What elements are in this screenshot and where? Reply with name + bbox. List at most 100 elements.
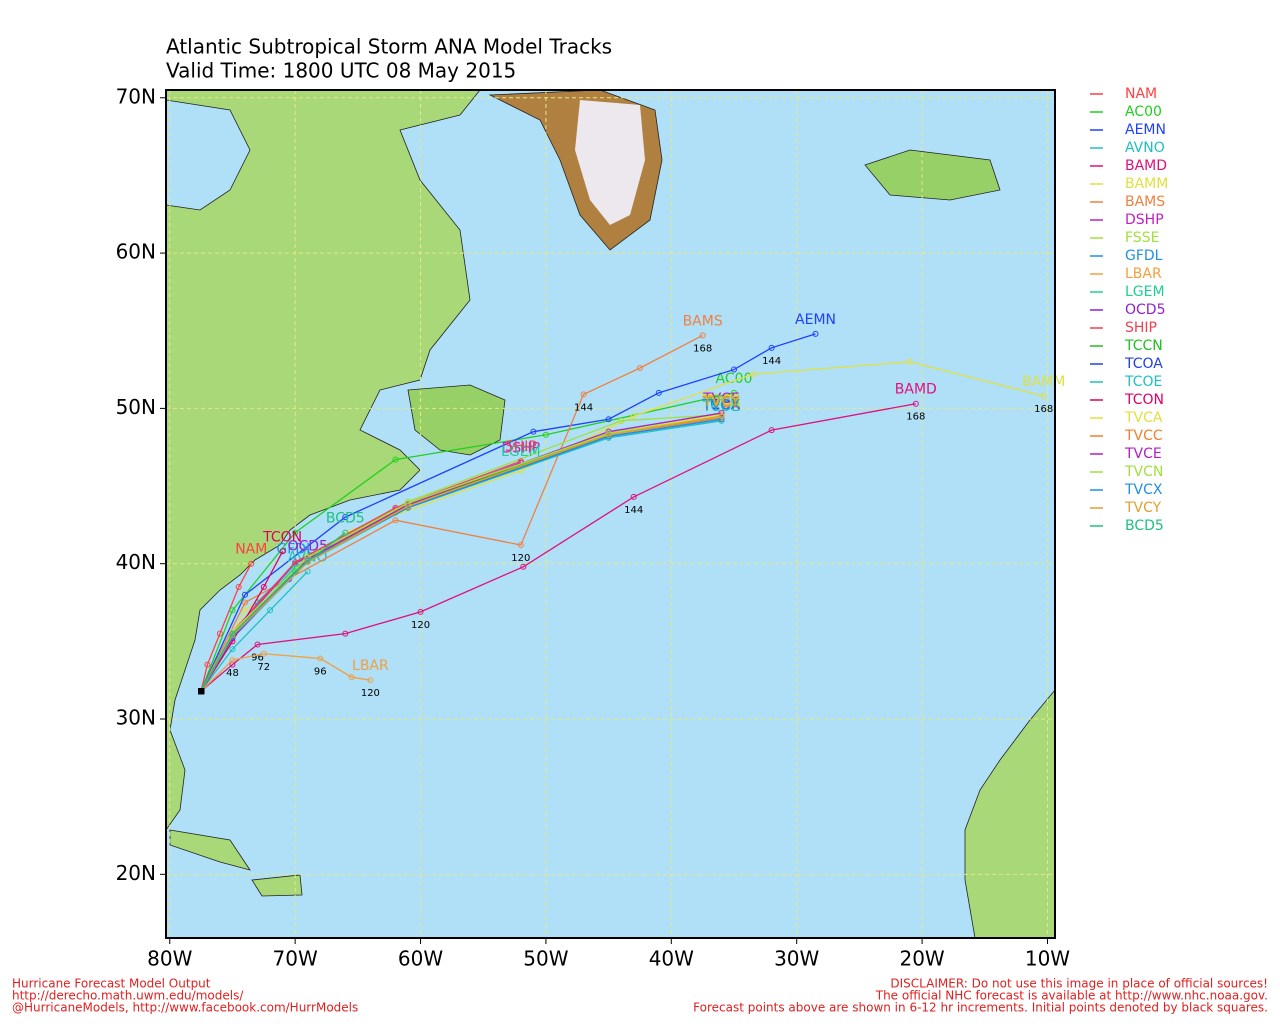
forecast-point — [229, 607, 236, 614]
forecast-point — [292, 529, 299, 536]
forecast-point — [1040, 392, 1047, 399]
track-line — [200, 334, 703, 692]
forecast-point — [241, 607, 248, 614]
track-line — [200, 563, 252, 692]
hour-label: 96 — [251, 652, 264, 663]
track-name: BAMD — [895, 382, 937, 398]
forecast-point — [254, 641, 261, 648]
forecast-point — [630, 413, 637, 420]
legend: NAM AC00 AEMN AVNO BAMD BAMM BAMS DSHP FSSE GFDL L… — [1090, 86, 1168, 534]
track-name: BAMS — [683, 313, 723, 329]
hour-label: 168 — [906, 412, 925, 423]
x-tick-label: 20W — [899, 947, 944, 971]
legend-label: DSHP — [1125, 212, 1164, 228]
forecast-point — [248, 560, 255, 567]
footer-right: The official NHC forecast is available a… — [875, 989, 1268, 1003]
track-name: BCD5 — [326, 511, 365, 527]
track-name: TVCE — [702, 391, 740, 407]
legend-label: TCCN — [1124, 338, 1163, 354]
forecast-point — [618, 417, 625, 424]
forecast-point — [912, 400, 919, 407]
track-name: DSHP — [502, 441, 541, 457]
x-tick-label: 60W — [398, 947, 443, 971]
legend-label: SHIP — [1125, 320, 1157, 336]
forecast-point — [655, 389, 662, 396]
hour-label: 168 — [1034, 404, 1053, 415]
x-tick-label: 70W — [273, 947, 318, 971]
legend-label: FSSE — [1125, 230, 1159, 246]
forecast-point — [260, 583, 267, 590]
legend-label: OCD5 — [1125, 302, 1165, 318]
forecast-point — [906, 358, 913, 365]
hour-label: 120 — [411, 620, 430, 631]
forecast-point — [768, 427, 775, 434]
legend-label: AEMN — [1125, 122, 1166, 138]
hour-label: 72 — [257, 662, 270, 673]
track-name: TVCX — [702, 397, 741, 413]
forecast-point — [580, 391, 587, 398]
track-name: NAM — [235, 542, 267, 558]
forecast-point — [417, 608, 424, 615]
footer-left: Hurricane Forecast Model Output — [12, 977, 211, 991]
legend-label: TCOE — [1124, 374, 1162, 390]
forecast-point — [229, 630, 236, 637]
forecast-point — [241, 599, 248, 606]
forecast-point — [279, 548, 286, 555]
forecast-point — [718, 413, 725, 420]
legend-label: AVNO — [1125, 140, 1165, 156]
legend-label: TVCN — [1124, 464, 1163, 480]
forecast-point — [605, 416, 612, 423]
forecast-point — [367, 677, 374, 684]
legend-label: BAMM — [1125, 176, 1168, 192]
plot-frame — [165, 89, 1056, 939]
legend-label: TCON — [1124, 392, 1164, 408]
forecast-point — [292, 568, 299, 575]
y-tick-label: 50N — [116, 395, 156, 419]
track-name: TVCN — [701, 394, 740, 410]
y-tick-label: 40N — [116, 550, 156, 574]
y-tick-label: 60N — [116, 240, 156, 264]
footer-left: @HurricaneModels, http://www.facebook.co… — [12, 1001, 358, 1015]
track-line — [200, 532, 346, 692]
plot: NAMAC00144AEMNAVNO96120144168BAMD168BAMM… — [165, 89, 1065, 939]
forecast-point — [812, 330, 819, 337]
legend-label: TVCE — [1124, 446, 1162, 462]
hour-label: 168 — [693, 343, 712, 354]
x-tick-label: 80W — [147, 947, 192, 971]
track-line — [200, 333, 816, 692]
y-tick-label: 20N — [116, 861, 156, 885]
forecast-point — [317, 655, 324, 662]
footer-right: DISCLAIMER: Do not use this image in pla… — [890, 977, 1268, 991]
forecast-point — [304, 559, 311, 566]
legend-label: TVCA — [1124, 410, 1163, 426]
forecast-point — [636, 365, 643, 372]
track-name: AEMN — [795, 312, 836, 328]
forecast-point — [392, 456, 399, 463]
track-name: TVCA — [702, 393, 741, 409]
x-tick-label: 10W — [1025, 947, 1070, 971]
x-tick-label: 50W — [523, 947, 568, 971]
track-name: LBAR — [352, 658, 389, 674]
hour-label: 144 — [762, 356, 781, 367]
legend-label: TVCX — [1124, 482, 1163, 498]
newfoundland — [407, 384, 506, 456]
track-name: TCCN — [702, 394, 741, 410]
legend-label: TVCY — [1124, 500, 1162, 516]
chart-title: Atlantic Subtropical Storm ANA Model Tra… — [166, 35, 612, 59]
iceland — [864, 149, 1001, 201]
forecast-point — [235, 583, 242, 590]
forecast-point — [404, 503, 411, 510]
forecast-point — [229, 646, 236, 653]
forecast-point — [768, 344, 775, 351]
track-name: TVCC — [702, 396, 741, 412]
forecast-point — [342, 630, 349, 637]
forecast-point — [392, 517, 399, 524]
hour-label: 144 — [574, 402, 593, 413]
forecast-point — [530, 428, 537, 435]
track-name: SHIP — [505, 439, 537, 455]
track-name: TCOA — [702, 397, 741, 413]
forecast-point — [731, 389, 738, 396]
track-name: BAMM — [1022, 374, 1065, 390]
legend-label: LBAR — [1125, 266, 1162, 282]
footer-left: http://derecho.math.uwm.edu/models/ — [12, 989, 244, 1003]
